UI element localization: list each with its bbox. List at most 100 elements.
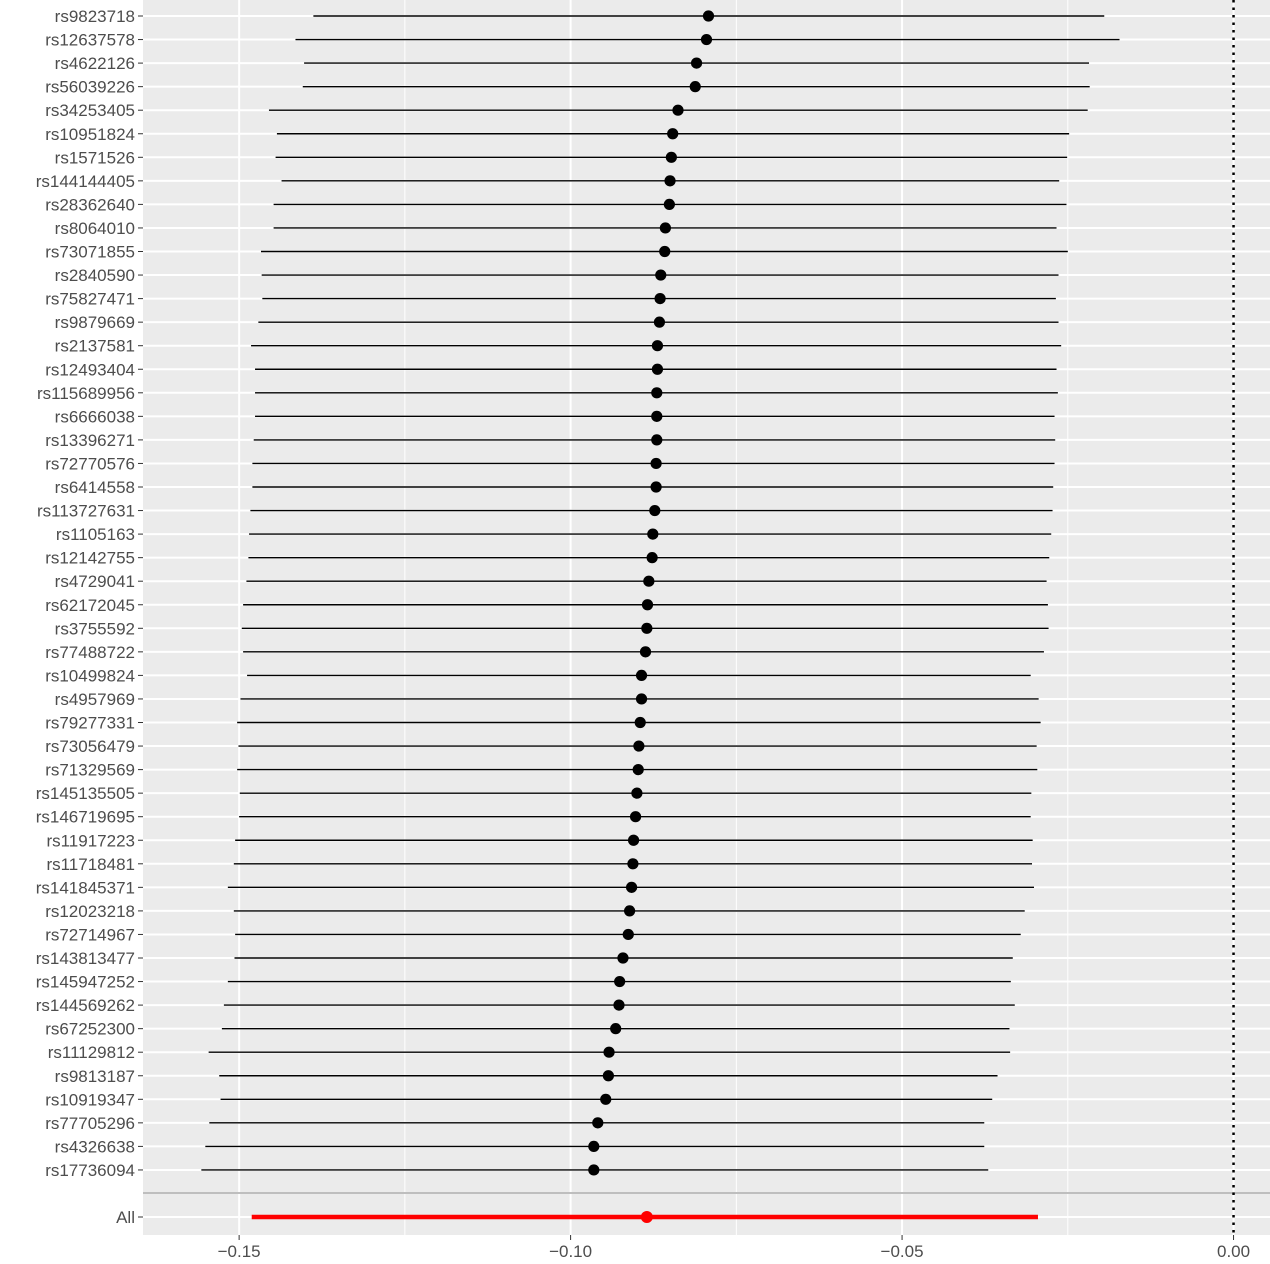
point-estimate xyxy=(650,481,662,493)
point-estimate xyxy=(588,1140,600,1152)
point-estimate xyxy=(702,10,715,22)
point-estimate xyxy=(663,198,675,210)
snp-label: rs115689956 xyxy=(37,384,135,403)
x-tick-label: 0.00 xyxy=(1217,1242,1250,1261)
snp-label: rs4957969 xyxy=(55,690,135,709)
point-estimate xyxy=(667,128,679,140)
snp-label: rs17736094 xyxy=(45,1161,135,1180)
snp-label: rs75827471 xyxy=(45,290,135,309)
point-estimate xyxy=(602,1070,614,1082)
point-estimate xyxy=(631,787,643,799)
point-estimate xyxy=(650,457,662,470)
point-estimate xyxy=(641,622,653,634)
point-estimate xyxy=(665,151,677,163)
snp-label: rs145135505 xyxy=(36,784,135,803)
snp-label: rs71329569 xyxy=(45,761,135,780)
x-tick-label: −0.10 xyxy=(549,1242,592,1261)
snp-label: rs12493404 xyxy=(45,360,135,379)
snp-label: rs143813477 xyxy=(36,949,135,968)
point-estimate xyxy=(659,245,671,258)
point-estimate xyxy=(588,1164,600,1176)
snp-label: rs67252300 xyxy=(45,1020,135,1039)
x-tick-label: −0.05 xyxy=(881,1242,924,1261)
snp-label: rs12142755 xyxy=(45,549,135,568)
snp-label: rs2137581 xyxy=(55,337,135,356)
snp-label: rs9823718 xyxy=(55,7,135,26)
point-estimate xyxy=(617,952,629,964)
snp-label: rs1105163 xyxy=(56,525,135,544)
point-estimate xyxy=(634,716,646,729)
snp-label: rs9813187 xyxy=(55,1067,135,1086)
snp-label: rs12023218 xyxy=(45,902,135,921)
snp-label: rs12637578 xyxy=(45,31,135,50)
snp-label: rs13396271 xyxy=(45,431,135,450)
point-estimate xyxy=(641,599,654,611)
point-estimate xyxy=(651,434,663,446)
snp-label: rs73056479 xyxy=(45,737,135,756)
point-estimate xyxy=(633,740,645,752)
x-tick-labels: −0.15 −0.10 −0.05 0.00 xyxy=(218,1235,1250,1261)
plot-panel xyxy=(143,0,1270,1235)
point-estimate xyxy=(635,669,648,682)
point-estimate xyxy=(700,33,713,46)
point-estimate xyxy=(603,1046,615,1058)
snp-label: rs113727631 xyxy=(37,502,135,521)
point-estimate xyxy=(651,340,664,352)
x-tick-label: −0.15 xyxy=(218,1242,261,1261)
summary-label: All xyxy=(116,1208,135,1227)
snp-label: rs72770576 xyxy=(45,454,135,473)
snp-label: rs28362640 xyxy=(45,195,135,214)
snp-label: rs6414558 xyxy=(55,478,135,497)
point-estimate xyxy=(646,552,658,564)
snp-label: rs2840590 xyxy=(55,266,135,285)
snp-label: rs62172045 xyxy=(45,596,135,615)
point-estimate xyxy=(664,175,676,187)
snp-label: rs11129812 xyxy=(48,1043,135,1062)
snp-label: rs34253405 xyxy=(45,101,135,120)
snp-label: rs141845371 xyxy=(36,878,135,897)
snp-label: rs10951824 xyxy=(45,125,135,144)
point-estimate xyxy=(627,834,640,846)
snp-label: rs11718481 xyxy=(46,855,135,874)
point-estimate xyxy=(635,693,648,705)
point-estimate xyxy=(649,504,661,517)
snp-label: rs77488722 xyxy=(45,643,135,662)
point-estimate xyxy=(655,269,667,281)
point-estimate xyxy=(651,363,664,375)
snp-label: rs79277331 xyxy=(45,714,135,733)
panel-background xyxy=(143,0,1270,1235)
point-estimate xyxy=(623,905,636,917)
snp-label: rs6666038 xyxy=(55,407,135,426)
snp-label: rs146719695 xyxy=(36,808,135,827)
snp-label: rs9879669 xyxy=(55,313,135,332)
snp-label: rs8064010 xyxy=(55,219,135,238)
point-estimate xyxy=(613,999,625,1011)
point-estimate xyxy=(614,975,626,988)
snp-label: rs10919347 xyxy=(45,1090,135,1109)
point-estimate xyxy=(659,222,671,234)
point-estimate xyxy=(629,811,642,823)
snp-label: rs3755592 xyxy=(55,619,135,638)
point-estimate xyxy=(654,293,666,305)
snp-label: rs56039226 xyxy=(45,78,135,97)
chart-marks xyxy=(201,10,1120,1223)
point-estimate xyxy=(689,81,701,93)
point-estimate xyxy=(639,646,652,658)
snp-label: rs10499824 xyxy=(45,666,135,685)
y-tick-labels: rs9823718 rs12637578 rs4622126 rs56039226 rs… xyxy=(36,7,143,1227)
point-estimate xyxy=(653,316,666,328)
point-estimate xyxy=(690,57,703,69)
point-estimate xyxy=(600,1093,612,1105)
point-estimate xyxy=(592,1117,604,1129)
snp-label: rs1571526 xyxy=(55,148,135,167)
point-estimate xyxy=(643,575,655,587)
point-estimate xyxy=(610,1023,622,1035)
snp-label: rs4326638 xyxy=(55,1137,135,1156)
snp-label: rs4622126 xyxy=(55,54,135,73)
snp-label: rs77705296 xyxy=(45,1114,135,1133)
snp-label: rs11917223 xyxy=(46,831,135,850)
point-estimate xyxy=(627,858,639,870)
point-estimate xyxy=(651,410,663,422)
snp-label: rs144144405 xyxy=(36,172,135,191)
